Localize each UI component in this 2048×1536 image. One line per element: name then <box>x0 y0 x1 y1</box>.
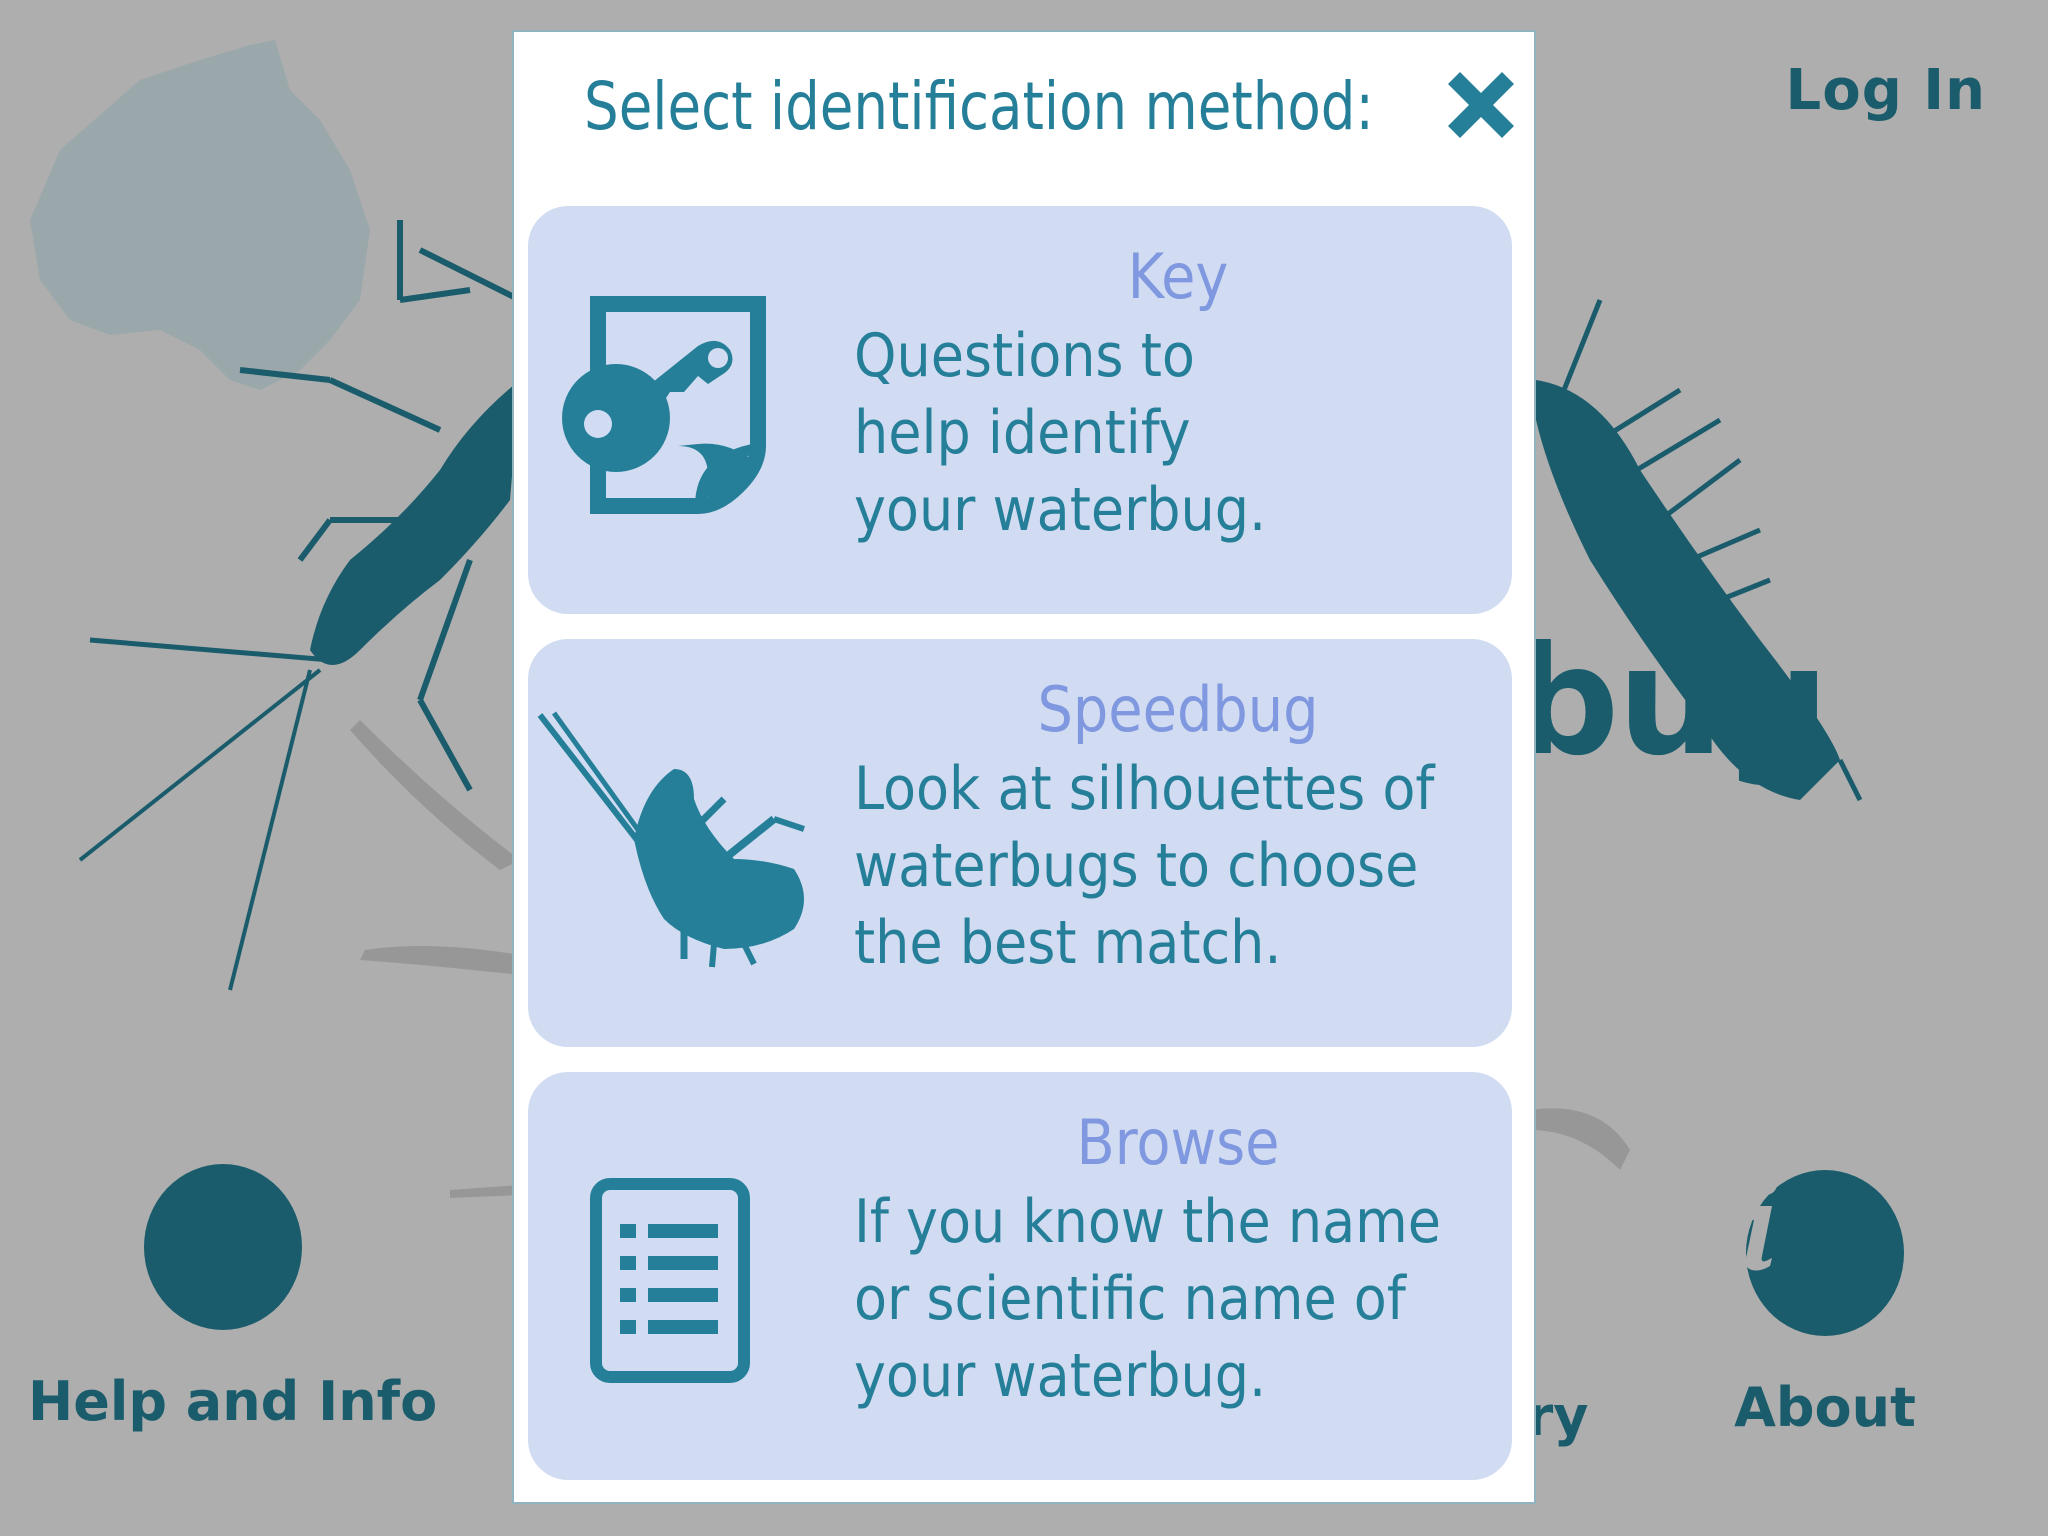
info-circle-icon <box>1745 1170 1904 1336</box>
option-browse-title: Browse <box>1076 1106 1280 1179</box>
left-insect-silhouette <box>78 220 522 991</box>
help-circle-icon <box>50 1164 302 1330</box>
option-key-title: Key <box>1127 240 1229 313</box>
bug-silhouette-icon <box>534 709 824 973</box>
close-x-icon <box>1448 72 1514 138</box>
nav-help-label: Help and Info <box>28 1370 438 1433</box>
option-key-card[interactable]: Key Questions to help identify your wate… <box>528 206 1512 614</box>
identification-method-dialog: Select identification method: Key Questi… <box>512 30 1536 1504</box>
option-key-description: Questions to help identify your waterbug… <box>854 321 1267 545</box>
nav-about[interactable]: About <box>1730 1170 1920 1439</box>
nav-about-label: About <box>1734 1376 1916 1439</box>
option-speedbug-card[interactable]: Speedbug Look at silhouettes of waterbug… <box>528 639 1512 1047</box>
shadow-shape <box>360 946 520 975</box>
login-link[interactable]: Log In <box>1785 58 1986 123</box>
nav-help-and-info[interactable]: Help and Info <box>28 1164 438 1433</box>
australia-map-shape <box>30 40 370 390</box>
shadow-shape <box>450 1185 520 1198</box>
close-button[interactable] <box>1436 60 1526 150</box>
shadow-shape <box>350 720 520 870</box>
option-speedbug-description: Look at silhouettes of waterbugs to choo… <box>854 754 1435 978</box>
option-speedbug-title: Speedbug <box>1037 673 1319 746</box>
right-insect-silhouette <box>1536 299 1863 802</box>
option-browse-card[interactable]: Browse If you know the name or scientifi… <box>528 1072 1512 1480</box>
key-document-icon <box>558 296 768 520</box>
app-brand-partial: bug <box>1512 615 1830 789</box>
list-document-icon <box>590 1178 750 1387</box>
shadow-shape <box>1530 1108 1630 1170</box>
option-browse-description: If you know the name or scientific name … <box>854 1187 1441 1411</box>
dialog-title: Select identification method: <box>584 68 1374 145</box>
